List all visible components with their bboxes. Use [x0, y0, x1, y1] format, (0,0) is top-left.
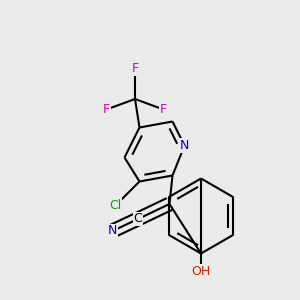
Text: Cl: Cl [110, 199, 122, 212]
Text: F: F [160, 103, 167, 116]
Text: F: F [103, 103, 110, 116]
Text: N: N [108, 224, 117, 238]
Text: F: F [131, 62, 139, 76]
Text: C: C [134, 212, 142, 226]
Text: OH: OH [191, 265, 211, 278]
Text: N: N [180, 139, 189, 152]
